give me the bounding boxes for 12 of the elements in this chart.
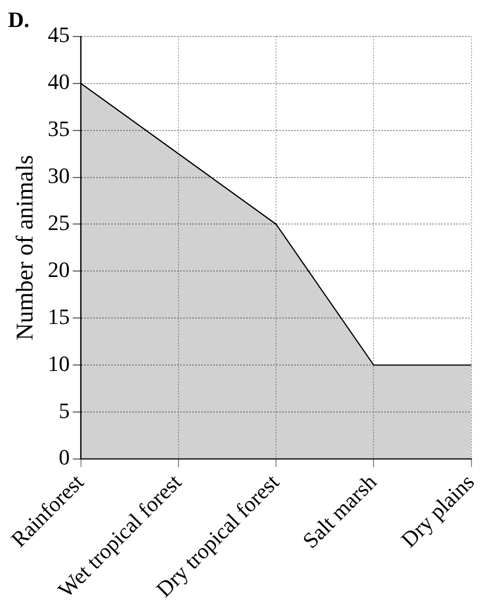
y-tick-label: 40 [48,69,70,94]
y-tick-label: 15 [48,304,70,329]
y-tick-label: 10 [48,350,70,376]
y-tick-label: 0 [58,444,70,470]
y-tick-label: 45 [48,22,70,48]
chart-title: D. [8,6,30,32]
y-axis-title: Number of animals [12,155,39,340]
y-tick-label: 30 [48,163,70,188]
y-tick-label: 5 [58,398,70,423]
y-tick-label: 20 [48,256,70,282]
y-tick-label: 25 [48,210,70,235]
y-tick-label: 35 [48,116,70,142]
